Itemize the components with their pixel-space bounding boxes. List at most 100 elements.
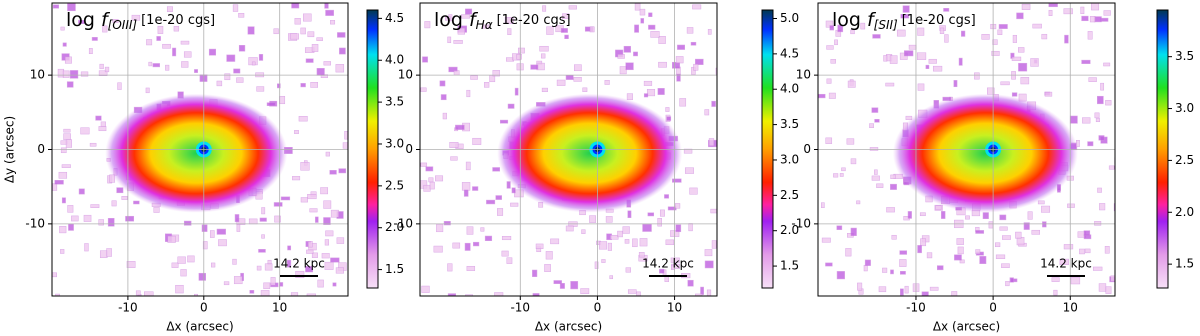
noise xyxy=(896,29,906,37)
noise xyxy=(666,116,672,121)
noise xyxy=(99,250,108,259)
scale-bar-label: 14.2 kpc xyxy=(642,257,694,271)
noise xyxy=(71,215,79,222)
noise xyxy=(447,36,452,44)
noise xyxy=(836,225,843,230)
noise xyxy=(570,281,579,290)
noise xyxy=(1063,244,1074,250)
noise xyxy=(449,142,459,148)
noise xyxy=(692,4,702,10)
noise xyxy=(480,227,485,232)
noise xyxy=(91,37,98,41)
noise xyxy=(339,47,346,55)
noise xyxy=(1059,258,1069,265)
noise xyxy=(1094,112,1100,119)
noise xyxy=(650,31,660,38)
noise xyxy=(890,174,896,179)
noise xyxy=(617,230,623,238)
noise xyxy=(657,88,665,95)
noise xyxy=(639,238,648,247)
noise xyxy=(1087,141,1094,147)
noise xyxy=(828,92,836,99)
noise xyxy=(61,197,66,204)
noise xyxy=(598,241,608,250)
colorbar-tick-label: 2.5 xyxy=(385,178,404,192)
noise xyxy=(1100,82,1105,91)
noise xyxy=(837,24,844,33)
noise xyxy=(61,164,71,168)
x-tick-label: -10 xyxy=(118,301,138,315)
noise xyxy=(307,241,313,248)
noise xyxy=(436,224,444,233)
noise xyxy=(900,271,906,275)
noise xyxy=(707,29,712,35)
panel-title: log f[OIII] [1e-20 cgs] xyxy=(66,9,215,32)
noise xyxy=(1005,281,1010,287)
noise xyxy=(516,54,522,60)
noise xyxy=(882,267,888,273)
noise xyxy=(1064,34,1069,44)
noise xyxy=(167,235,176,243)
colorbar-tick-label: 4.5 xyxy=(780,46,799,60)
noise xyxy=(939,27,945,34)
noise xyxy=(926,252,933,259)
noise xyxy=(541,87,548,93)
emission-map xyxy=(818,3,1115,296)
noise xyxy=(303,13,312,22)
panel-title: log f[SII] [1e-20 cgs] xyxy=(832,9,976,32)
noise xyxy=(336,237,345,244)
noise xyxy=(1108,165,1115,170)
noise xyxy=(836,271,845,280)
noise xyxy=(238,45,246,52)
noise xyxy=(941,211,946,219)
noise xyxy=(63,133,71,140)
noise xyxy=(693,63,699,71)
noise xyxy=(1091,3,1100,11)
noise xyxy=(979,256,987,264)
noise xyxy=(317,279,324,288)
noise xyxy=(982,212,989,219)
noise xyxy=(622,226,630,234)
title-subscript: [OIII] xyxy=(108,18,138,32)
y-tick-label: -10 xyxy=(393,216,413,230)
noise xyxy=(545,251,553,260)
noise xyxy=(332,282,337,287)
noise xyxy=(78,19,85,24)
noise xyxy=(1095,118,1100,123)
noise xyxy=(126,261,136,268)
noise xyxy=(825,262,833,267)
noise xyxy=(274,215,281,223)
noise xyxy=(833,173,839,178)
noise xyxy=(932,65,943,72)
noise xyxy=(236,77,244,83)
noise xyxy=(323,200,332,209)
noise xyxy=(959,259,965,264)
noise xyxy=(125,215,135,222)
x-axis-label: Δx (arcsec) xyxy=(166,320,233,334)
noise xyxy=(1030,58,1039,67)
noise xyxy=(234,214,240,223)
noise xyxy=(335,64,345,73)
noise xyxy=(857,282,863,291)
noise xyxy=(66,81,74,88)
noise xyxy=(899,259,907,267)
noise xyxy=(316,37,323,41)
noise xyxy=(1015,231,1022,239)
noise xyxy=(52,272,58,278)
noise xyxy=(908,44,917,50)
noise xyxy=(532,293,540,296)
noise xyxy=(1083,230,1091,236)
noise xyxy=(700,286,704,295)
y-tick-label: 0 xyxy=(803,142,811,156)
noise xyxy=(715,67,717,75)
noise xyxy=(208,48,217,56)
noise xyxy=(676,73,681,82)
noise xyxy=(425,166,434,172)
noise xyxy=(532,269,538,277)
noise xyxy=(270,277,276,286)
noise xyxy=(175,284,184,294)
noise xyxy=(559,283,565,289)
title-prefix: log xyxy=(832,9,861,31)
noise xyxy=(1041,205,1051,213)
noise xyxy=(324,239,330,246)
